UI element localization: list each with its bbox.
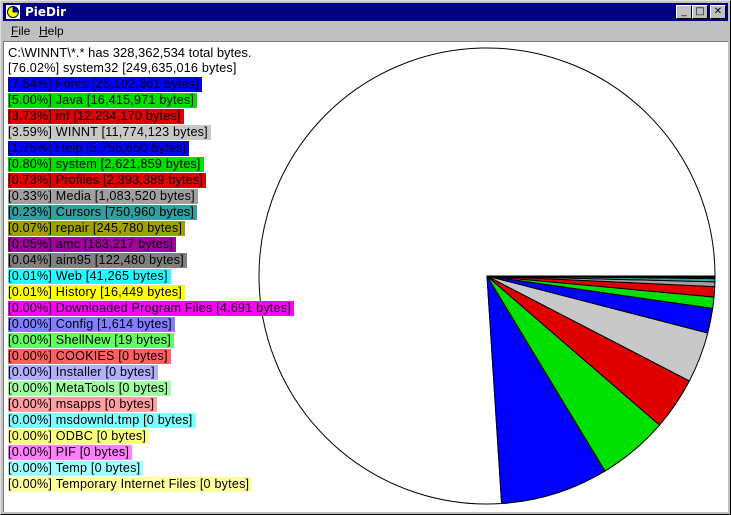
menu-help-rest: elp [47,24,64,38]
menu-file-rest: ile [18,24,31,38]
directory-row: [0.04%] aim95 [122,480 bytes] [8,253,187,268]
client-area: C:\WINNT\*.* has 328,362,534 total bytes… [3,41,728,512]
directory-row: [0.00%] Installer [0 bytes] [8,365,158,380]
directory-row: [3.73%] inf [12,234,170 bytes] [8,109,184,124]
directory-row: [0.07%] repair [245,780 bytes] [8,221,186,236]
directory-row: [0.00%] Config [1,614 bytes] [8,317,175,332]
window-title: PieDir [25,5,67,19]
maximize-button[interactable]: □ [692,5,708,19]
directory-row: [76.02%] system32 [249,635,016 bytes] [8,61,240,76]
directory-row: [0.80%] system [2,621,859 bytes] [8,157,204,172]
directory-row: [0.01%] History [16,449 bytes] [8,285,186,300]
directory-row: [0.00%] Downloaded Program Files [4,691 … [8,301,294,316]
pie-slice-system32 [258,47,716,505]
minimize-button[interactable]: _ [676,5,692,19]
total-bytes-summary: C:\WINNT\*.* has 328,362,534 total bytes… [8,45,252,60]
directory-row: [7.64%] Fonts [25,102,361 bytes] [8,77,203,92]
directory-row: [0.00%] msapps [0 bytes] [8,397,158,412]
directory-row: [0.33%] Media [1,083,520 bytes] [8,189,198,204]
pie-slice-fonts [486,275,606,505]
title-bar[interactable]: PieDir _ □ ✕ [3,3,728,21]
menu-file[interactable]: File [11,24,30,38]
piedir-app-icon [6,5,20,19]
close-button[interactable]: ✕ [710,5,726,19]
directory-row: [0.05%] amc [163,217 bytes] [8,237,177,252]
directory-row: [0.00%] Temporary Internet Files [0 byte… [8,477,253,492]
directory-row: [0.00%] msdownld.tmp [0 bytes] [8,413,196,428]
menu-help[interactable]: Help [39,24,64,38]
directory-row: [0.00%] COOKIES [0 bytes] [8,349,171,364]
directory-row: [0.00%] MetaTools [0 bytes] [8,381,172,396]
directory-row: [0.00%] ShellNew [19 bytes] [8,333,174,348]
menu-file-accel: F [11,24,19,38]
directory-row: [1.75%] Help [5,755,650 bytes] [8,141,190,156]
menu-help-accel: H [39,24,48,38]
directory-row: [3.59%] WINNT [11,774,123 bytes] [8,125,211,140]
directory-row: [0.00%] PIF [0 bytes] [8,445,133,460]
menu-bar: File Help [3,22,728,41]
directory-row: [0.73%] Profiles [2,393,389 bytes] [8,173,207,188]
directory-row: [5.00%] Java [16,415,971 bytes] [8,93,198,108]
directory-row: [0.00%] ODBC [0 bytes] [8,429,150,444]
pie-chart [258,47,716,505]
directory-row: [0.00%] Temp [0 bytes] [8,461,144,476]
directory-row: [0.01%] Web [41,265 bytes] [8,269,171,284]
directory-row: [0.23%] Cursors [750,960 bytes] [8,205,198,220]
